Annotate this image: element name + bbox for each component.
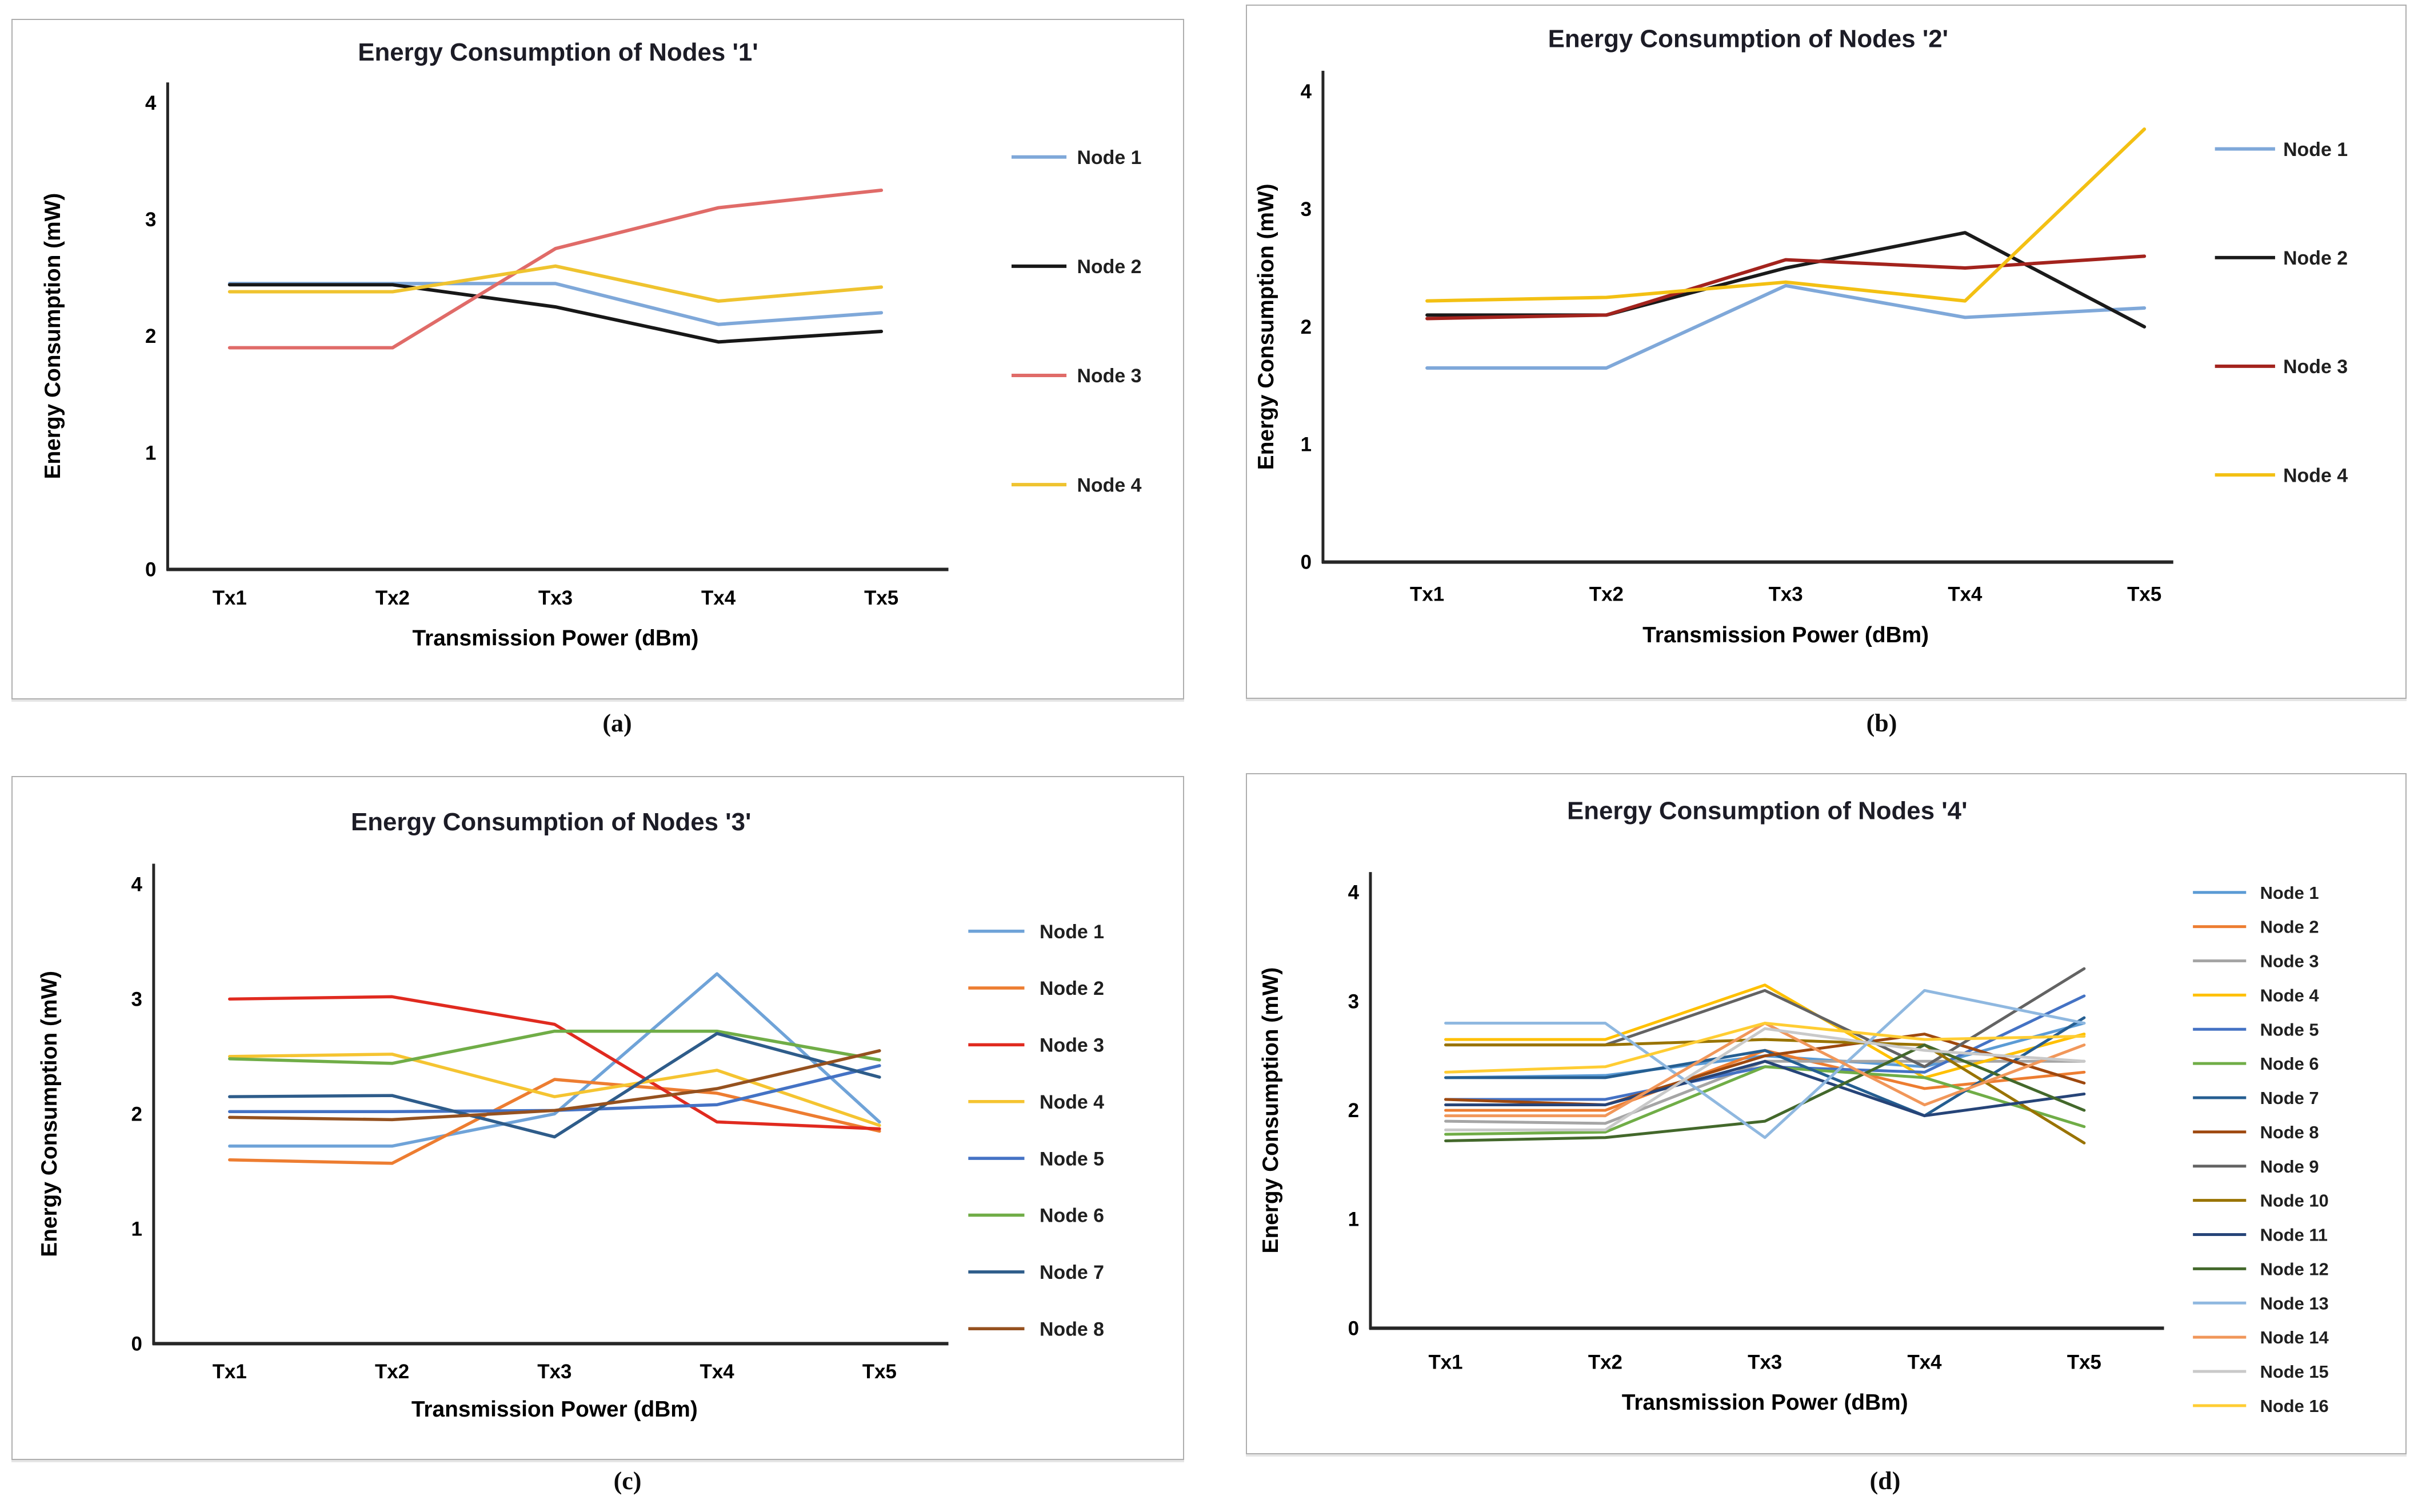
svg-text:Tx3: Tx3 [537, 1361, 571, 1383]
panel-caption-b: (b) [1866, 709, 1897, 737]
svg-text:Node 1: Node 1 [2283, 139, 2348, 161]
line-chart-b: Energy Consumption of Nodes '2' Energy Co… [1254, 25, 2348, 647]
svg-text:Node 2: Node 2 [2260, 917, 2319, 937]
svg-text:Node 3: Node 3 [1040, 1035, 1104, 1057]
svg-text:Tx4: Tx4 [1948, 583, 1983, 605]
svg-text:2: 2 [145, 325, 156, 347]
chart-panel-b: Energy Consumption of Nodes '2' Energy Co… [1246, 5, 2407, 699]
svg-text:Node 14: Node 14 [2260, 1327, 2329, 1347]
svg-text:Energy Consumption (mW): Energy Consumption (mW) [41, 193, 65, 479]
svg-text:0: 0 [131, 1333, 142, 1355]
svg-text:Node 7: Node 7 [1040, 1262, 1104, 1283]
svg-text:Node 12: Node 12 [2260, 1259, 2329, 1279]
svg-text:Node 15: Node 15 [2260, 1362, 2329, 1382]
panel-caption-d: (d) [1869, 1467, 1901, 1495]
svg-text:Node 3: Node 3 [2260, 951, 2319, 971]
svg-text:Node 4: Node 4 [1040, 1091, 1104, 1113]
svg-text:3: 3 [131, 988, 142, 1010]
svg-text:0: 0 [145, 558, 156, 581]
svg-text:Tx5: Tx5 [864, 587, 898, 609]
svg-text:Tx5: Tx5 [2127, 583, 2161, 605]
svg-text:Energy Consumption of Nodes '4: Energy Consumption of Nodes '4' [1567, 797, 1967, 825]
svg-text:1: 1 [1348, 1209, 1359, 1231]
panel-caption-c: (c) [613, 1467, 642, 1495]
svg-text:1: 1 [145, 442, 156, 464]
svg-text:Tx2: Tx2 [375, 1361, 409, 1383]
svg-text:Node 6: Node 6 [2260, 1054, 2319, 1074]
svg-text:2: 2 [1348, 1099, 1359, 1122]
svg-text:Energy Consumption (mW): Energy Consumption (mW) [1254, 183, 1278, 470]
svg-text:3: 3 [1301, 198, 1312, 221]
svg-text:Node 3: Node 3 [2283, 356, 2348, 378]
svg-text:Node 13: Node 13 [2260, 1293, 2329, 1313]
svg-text:Tx3: Tx3 [538, 587, 573, 609]
svg-text:0: 0 [1348, 1317, 1359, 1339]
chart-panel-a: Energy Consumption of Nodes '1' Energy Co… [11, 19, 1184, 699]
svg-text:Node 9: Node 9 [2260, 1157, 2319, 1177]
svg-text:Tx3: Tx3 [1769, 583, 1803, 605]
svg-text:Node 5: Node 5 [1040, 1148, 1104, 1170]
svg-text:Node 2: Node 2 [1040, 978, 1104, 999]
svg-text:Node 1: Node 1 [1040, 921, 1104, 943]
panel-caption-a: (a) [602, 709, 632, 737]
svg-text:3: 3 [145, 209, 156, 231]
svg-text:Energy Consumption (mW): Energy Consumption (mW) [37, 971, 62, 1257]
svg-text:Transmission Power (dBm): Transmission Power (dBm) [1622, 1390, 1908, 1415]
svg-text:1: 1 [1301, 434, 1312, 456]
svg-text:Node 6: Node 6 [1040, 1205, 1104, 1227]
svg-text:Tx1: Tx1 [213, 587, 247, 609]
svg-text:Node 1: Node 1 [2260, 883, 2319, 903]
svg-text:Node 4: Node 4 [2260, 985, 2319, 1005]
svg-text:Node 3: Node 3 [1077, 365, 1141, 387]
svg-text:Transmission Power (dBm): Transmission Power (dBm) [412, 626, 698, 650]
svg-text:4: 4 [145, 92, 157, 114]
chart-panel-c: Energy Consumption of Nodes '3' Energy Co… [11, 776, 1184, 1460]
svg-text:Tx4: Tx4 [700, 1361, 735, 1383]
svg-text:Node 4: Node 4 [2283, 465, 2348, 486]
svg-text:Node 2: Node 2 [1077, 256, 1141, 278]
svg-text:Node 8: Node 8 [1040, 1318, 1104, 1340]
svg-text:Node 16: Node 16 [2260, 1396, 2329, 1416]
svg-text:Tx3: Tx3 [1748, 1351, 1782, 1374]
line-chart-c: Energy Consumption of Nodes '3' Energy Co… [37, 808, 1104, 1422]
svg-text:Node 5: Node 5 [2260, 1019, 2319, 1039]
svg-text:1: 1 [131, 1218, 142, 1240]
svg-text:4: 4 [131, 873, 143, 895]
svg-text:Tx4: Tx4 [701, 587, 736, 609]
svg-text:4: 4 [1301, 81, 1312, 103]
svg-text:Tx2: Tx2 [375, 587, 410, 609]
svg-text:Tx1: Tx1 [1428, 1351, 1462, 1374]
svg-text:Node 4: Node 4 [1077, 474, 1141, 496]
svg-text:Energy Consumption (mW): Energy Consumption (mW) [1258, 967, 1283, 1254]
line-chart-a: Energy Consumption of Nodes '1' Energy Co… [41, 38, 1141, 650]
svg-text:Tx4: Tx4 [1908, 1351, 1943, 1374]
svg-text:0: 0 [1301, 551, 1312, 574]
svg-text:Tx1: Tx1 [1410, 583, 1444, 605]
svg-text:Node 10: Node 10 [2260, 1191, 2329, 1211]
svg-text:2: 2 [1301, 316, 1312, 338]
svg-text:Tx2: Tx2 [1588, 1351, 1622, 1374]
svg-text:Energy Consumption of Nodes '2: Energy Consumption of Nodes '2' [1548, 25, 1948, 53]
svg-text:Tx5: Tx5 [2067, 1351, 2101, 1374]
svg-text:Node 7: Node 7 [2260, 1088, 2319, 1108]
line-chart-d: Energy Consumption of Nodes '4' Energy Co… [1258, 797, 2329, 1416]
svg-text:Tx2: Tx2 [1589, 583, 1624, 605]
svg-text:4: 4 [1348, 882, 1360, 904]
svg-text:Transmission Power (dBm): Transmission Power (dBm) [1642, 623, 1929, 647]
svg-text:Node 2: Node 2 [2283, 247, 2348, 269]
svg-text:Tx5: Tx5 [862, 1361, 897, 1383]
svg-text:Node 11: Node 11 [2260, 1225, 2328, 1245]
svg-text:3: 3 [1348, 990, 1359, 1013]
svg-text:2: 2 [131, 1103, 142, 1125]
chart-panel-d: Energy Consumption of Nodes '4' Energy Co… [1246, 773, 2407, 1454]
svg-text:Node 8: Node 8 [2260, 1122, 2319, 1142]
svg-text:Tx1: Tx1 [213, 1361, 247, 1383]
svg-text:Energy Consumption of Nodes '1: Energy Consumption of Nodes '1' [358, 38, 758, 66]
svg-text:Node 1: Node 1 [1077, 147, 1141, 169]
svg-text:Transmission Power (dBm): Transmission Power (dBm) [411, 1397, 698, 1422]
svg-text:Energy Consumption of Nodes '3: Energy Consumption of Nodes '3' [351, 808, 751, 836]
